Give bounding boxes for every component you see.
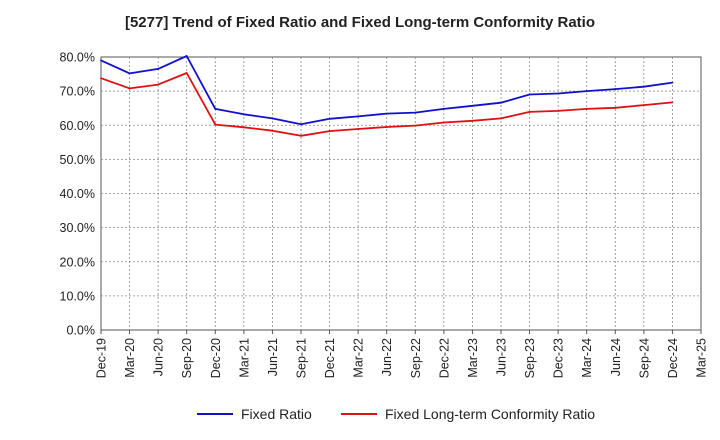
series-1-point <box>385 112 388 115</box>
x-tick-label: Mar-25 <box>695 338 709 378</box>
series-2-point <box>614 106 617 109</box>
y-tick-label: 40.0% <box>60 187 95 201</box>
series-2-point <box>271 129 274 132</box>
x-tick-label: Mar-22 <box>352 338 366 378</box>
x-tick-label: Dec-21 <box>323 338 337 378</box>
series-1-point <box>414 111 417 114</box>
x-tick-label: Jun-24 <box>609 338 623 376</box>
series-1-point <box>585 90 588 93</box>
x-tick-label: Dec-20 <box>209 338 223 378</box>
series-1-point <box>528 93 531 96</box>
series-2-point <box>185 72 188 74</box>
y-tick-label: 50.0% <box>60 153 95 167</box>
series-1-point <box>328 117 331 120</box>
series-2-point <box>214 123 217 126</box>
legend-label-2: Fixed Long-term Conformity Ratio <box>385 406 595 422</box>
series-1-point <box>357 115 360 118</box>
series-2-point <box>500 117 502 120</box>
x-tick-label: Sep-24 <box>637 338 651 378</box>
series-1-point <box>300 123 302 126</box>
series-2-point <box>300 134 302 137</box>
series-1-point <box>157 68 160 70</box>
series-2-point <box>414 124 417 127</box>
x-tick-label: Mar-20 <box>123 338 137 378</box>
x-tick-label: Mar-23 <box>466 338 480 378</box>
x-tick-label: Dec-19 <box>95 338 109 378</box>
series-1-point <box>271 117 274 120</box>
x-tick-label: Mar-21 <box>237 338 251 378</box>
series-1-point <box>214 107 217 110</box>
series-2-point <box>442 121 445 124</box>
series-2-point <box>528 111 531 113</box>
series-1-point <box>671 81 674 84</box>
series-2-point <box>128 87 131 90</box>
series-1-point <box>185 55 188 57</box>
y-tick-label: 80.0% <box>60 51 95 65</box>
x-tick-label: Sep-22 <box>409 338 423 378</box>
x-tick-label: Mar-24 <box>580 338 594 378</box>
series-2-point <box>385 126 388 128</box>
y-tick-label: 60.0% <box>60 119 95 133</box>
x-tick-label: Jun-23 <box>495 338 509 376</box>
x-tick-label: Jun-20 <box>152 338 166 376</box>
series-2-point <box>328 130 331 132</box>
series-1-point <box>642 85 645 88</box>
series-2-point <box>585 107 588 110</box>
x-tick-label: Dec-23 <box>552 338 566 378</box>
series-2-point <box>357 128 360 130</box>
series-2-point <box>242 126 245 129</box>
series-1-point <box>442 107 445 110</box>
series-1-point <box>242 113 245 116</box>
series-1-point <box>614 88 617 90</box>
series-1-point <box>500 101 502 104</box>
chart-title: [5277] Trend of Fixed Ratio and Fixed Lo… <box>124 14 596 31</box>
series-1-point <box>557 92 560 95</box>
series-1-point <box>471 104 474 107</box>
x-tick-label: Sep-23 <box>523 338 537 378</box>
x-tick-label: Sep-21 <box>295 338 309 378</box>
series-1-point <box>100 59 102 62</box>
y-tick-label: 10.0% <box>60 289 95 303</box>
series-2-point <box>671 101 674 104</box>
y-tick-label: 30.0% <box>60 221 95 235</box>
series-2-point <box>557 110 560 112</box>
x-tick-label: Jun-21 <box>266 338 280 376</box>
series-2-point <box>642 104 645 107</box>
series-2-point <box>100 77 102 80</box>
x-tick-label: Dec-24 <box>666 338 680 378</box>
x-tick-label: Jun-22 <box>380 338 394 376</box>
y-tick-label: 70.0% <box>60 85 95 99</box>
y-tick-label: 0.0% <box>67 324 96 338</box>
x-tick-label: Sep-20 <box>180 338 194 378</box>
y-tick-label: 20.0% <box>60 255 95 269</box>
series-2-point <box>471 119 474 122</box>
legend-label-1: Fixed Ratio <box>241 406 312 422</box>
series-2-point <box>157 83 160 86</box>
x-tick-label: Dec-22 <box>437 338 451 378</box>
series-1-point <box>128 72 131 75</box>
